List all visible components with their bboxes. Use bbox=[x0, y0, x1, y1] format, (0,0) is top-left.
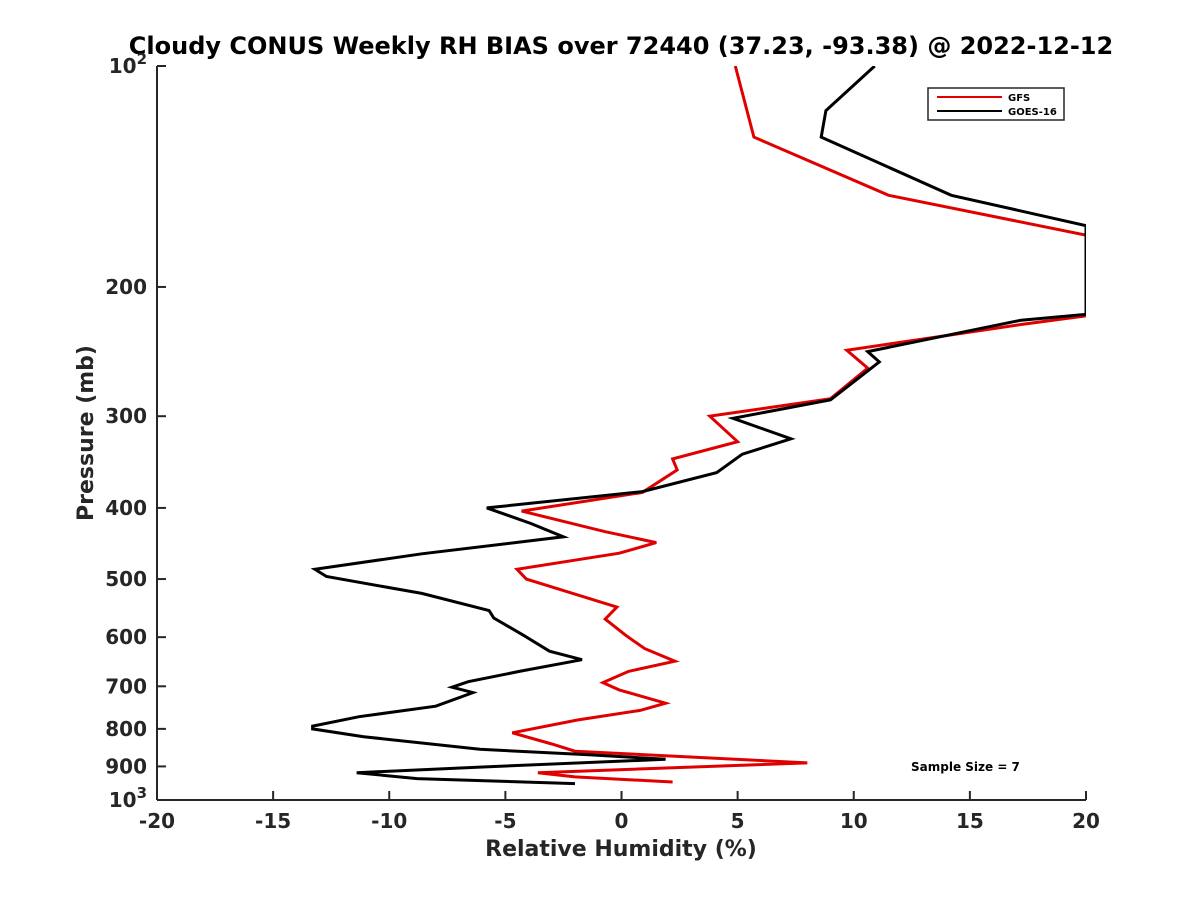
y-tick-label: 900 bbox=[105, 754, 147, 778]
y-tick-label: 800 bbox=[105, 717, 147, 741]
chart-title: Cloudy CONUS Weekly RH BIAS over 72440 (… bbox=[129, 32, 1113, 60]
y-tick-label-base: 300 bbox=[105, 404, 147, 428]
series-line-gfs bbox=[511, 66, 1086, 784]
legend-label-goes16: GOES-16 bbox=[1008, 107, 1057, 118]
x-tick-label: 0 bbox=[615, 809, 629, 833]
x-tick-label: -20 bbox=[139, 809, 175, 833]
legend-label-gfs: GFS bbox=[1008, 93, 1030, 104]
y-tick-label: 102 bbox=[109, 50, 147, 78]
y-tick-label-base: 600 bbox=[105, 625, 147, 649]
y-tick-label-base: 500 bbox=[105, 567, 147, 591]
legend-box bbox=[927, 87, 1065, 121]
series-line-goes16 bbox=[310, 66, 1086, 786]
y-tick-label-base: 400 bbox=[105, 496, 147, 520]
y-tick-label-base: 900 bbox=[105, 754, 147, 778]
x-tick-label: 5 bbox=[731, 809, 745, 833]
plot-area: -20 -15 -10 -5 0 5 10 15 20 10220030040050060070… bbox=[105, 50, 1100, 833]
y-tick-label: 700 bbox=[105, 674, 147, 698]
y-tick-label-exponent: 2 bbox=[137, 50, 147, 68]
y-axis-label: Pressure (mb) bbox=[74, 345, 99, 521]
y-tick-label-base: 700 bbox=[105, 674, 147, 698]
x-tick-label: -10 bbox=[371, 809, 407, 833]
sample-size-annotation: Sample Size = 7 bbox=[911, 760, 1020, 774]
y-tick-label: 103 bbox=[109, 784, 147, 812]
x-tick-label: -15 bbox=[255, 809, 291, 833]
y-tick-label: 500 bbox=[105, 567, 147, 591]
legend: GFS GOES-16 bbox=[927, 87, 1065, 121]
y-tick-label: 300 bbox=[105, 404, 147, 428]
y-tick-label: 600 bbox=[105, 625, 147, 649]
y-tick-label-exponent: 3 bbox=[137, 784, 147, 802]
y-tick-label-base: 10 bbox=[109, 788, 137, 812]
x-tick-label: 20 bbox=[1072, 809, 1100, 833]
x-tick-label: 15 bbox=[956, 809, 984, 833]
series-layer bbox=[310, 66, 1086, 786]
y-tick-label: 400 bbox=[105, 496, 147, 520]
x-tick-label: 10 bbox=[840, 809, 868, 833]
x-axis-label: Relative Humidity (%) bbox=[485, 837, 757, 862]
y-tick-label-base: 10 bbox=[109, 54, 137, 78]
x-tick-label: -5 bbox=[494, 809, 516, 833]
y-tick-label-base: 800 bbox=[105, 717, 147, 741]
y-tick-label: 200 bbox=[105, 275, 147, 299]
y-tick-label-base: 200 bbox=[105, 275, 147, 299]
x-ticks: -20 -15 -10 -5 0 5 10 15 20 bbox=[139, 791, 1100, 833]
